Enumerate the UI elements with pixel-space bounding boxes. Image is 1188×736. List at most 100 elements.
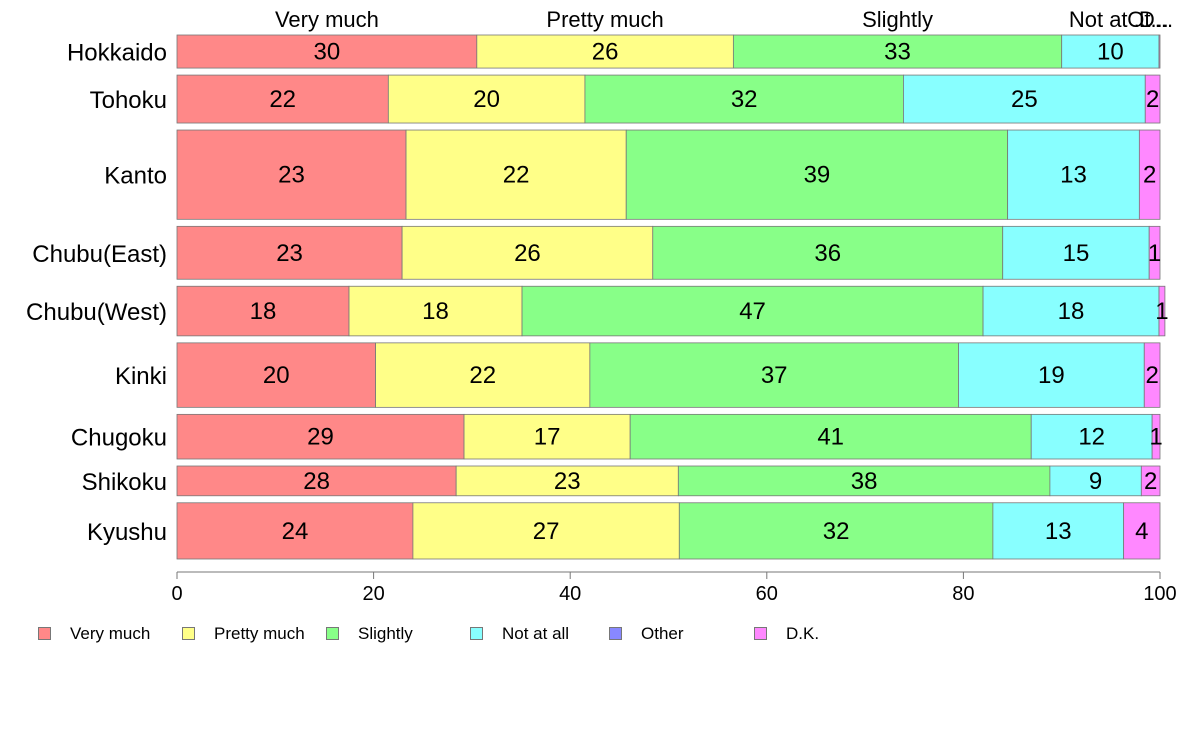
data-label: 41 [817, 424, 844, 451]
data-label: 13 [1045, 518, 1072, 545]
data-label: 22 [503, 162, 530, 189]
bar-segment [405, 129, 627, 220]
top-labels-layer: Very much Pretty much Slightly Not at ...Ot… [275, 7, 1173, 32]
bar-segment [348, 285, 523, 337]
data-label: 27 [533, 518, 560, 545]
data-label: 22 [469, 362, 496, 389]
bar-segment [1151, 413, 1161, 460]
bar-segment [176, 342, 376, 408]
data-label: 20 [263, 362, 290, 389]
bar-segment [1140, 465, 1161, 497]
x-tick-label: 20 [362, 583, 384, 605]
category-label: Kinki [115, 363, 167, 390]
bar-segment [1143, 342, 1161, 408]
bar-segment [1049, 465, 1142, 497]
data-label: 33 [884, 39, 911, 66]
data-label: 23 [554, 468, 581, 495]
legend-swatch [754, 627, 767, 640]
bar-segment [1138, 129, 1161, 220]
bar-segment [992, 502, 1125, 560]
data-label: 37 [761, 362, 788, 389]
bar-segment [903, 74, 1146, 124]
data-label: 20 [473, 86, 500, 113]
data-label: 23 [276, 240, 303, 267]
top-label: Slightly [862, 7, 933, 32]
bars-layer [176, 34, 1166, 560]
data-label: 2 [1144, 468, 1157, 495]
data-label: 32 [823, 518, 850, 545]
bar-segment [455, 465, 679, 497]
bar-segment [678, 502, 994, 560]
bar-segment [958, 342, 1145, 408]
bar-segment [176, 129, 407, 220]
bar-segment [677, 465, 1051, 497]
category-label: Kanto [104, 163, 167, 190]
category-labels-layer: Hokkaido Tohoku Kanto Chubu(East) Chubu(West… [26, 40, 167, 546]
data-label: 12 [1078, 424, 1105, 451]
bar-segment [521, 285, 984, 337]
bar-segment [589, 342, 959, 408]
category-label: Shikoku [82, 469, 167, 496]
data-label: 10 [1097, 39, 1124, 66]
data-label: 36 [814, 240, 841, 267]
legend-label: Very much [70, 624, 151, 643]
data-label: 29 [307, 424, 334, 451]
data-label: 22 [269, 86, 296, 113]
x-tick-label: 0 [171, 583, 182, 605]
bar-segment [176, 34, 478, 69]
data-label: 26 [592, 39, 619, 66]
category-label: Chugoku [71, 425, 167, 452]
bar-segment [982, 285, 1160, 337]
category-label: Hokkaido [67, 40, 167, 67]
data-label: 1 [1155, 298, 1168, 325]
legend-label: Pretty much [214, 624, 305, 643]
data-label: 13 [1060, 162, 1087, 189]
bar-segment [1007, 129, 1140, 220]
data-label: 1 [1149, 424, 1162, 451]
data-label: 23 [278, 162, 305, 189]
bar-segment [1158, 34, 1161, 69]
data-label: 18 [1058, 298, 1085, 325]
data-label: 18 [250, 298, 277, 325]
legend-label: Slightly [358, 624, 413, 643]
data-label: 2 [1143, 162, 1156, 189]
bar-segment [176, 502, 414, 560]
data-label: 32 [731, 86, 758, 113]
data-label: 9 [1089, 468, 1102, 495]
x-axis: 0 20 40 60 80 100 [171, 571, 1177, 605]
category-label: Tohoku [90, 87, 167, 114]
data-label: 26 [514, 240, 541, 267]
data-label: 2 [1145, 362, 1158, 389]
bar-segment [176, 74, 389, 124]
data-label: 47 [739, 298, 766, 325]
data-label: 25 [1011, 86, 1038, 113]
category-label: Kyushu [87, 519, 167, 546]
bar-segment [732, 34, 1063, 69]
x-tick-label: 80 [952, 583, 974, 605]
data-label: 2 [1146, 86, 1159, 113]
bar-segment [1002, 225, 1150, 280]
data-label: 17 [534, 424, 561, 451]
category-label: Chubu(West) [26, 299, 167, 326]
bar-segment [387, 74, 586, 124]
data-label: 4 [1135, 518, 1148, 545]
bar-segment [1148, 225, 1161, 280]
data-label: 15 [1063, 240, 1090, 267]
data-label: 38 [851, 468, 878, 495]
bar-segment [1158, 285, 1166, 337]
bar-segment [584, 74, 904, 124]
bar-segment [476, 34, 734, 69]
top-label: Ot... [1127, 7, 1169, 32]
x-tick-label: 40 [559, 583, 581, 605]
bar-segment [625, 129, 1009, 220]
legend-swatch [182, 627, 195, 640]
legend-label: D.K. [786, 624, 820, 643]
legend-swatch [609, 627, 622, 640]
x-tick-label: 60 [756, 583, 778, 605]
top-label: Pretty much [546, 7, 663, 32]
bar-segment [652, 225, 1004, 280]
bar-segment [176, 285, 350, 337]
bar-segment [176, 225, 403, 280]
